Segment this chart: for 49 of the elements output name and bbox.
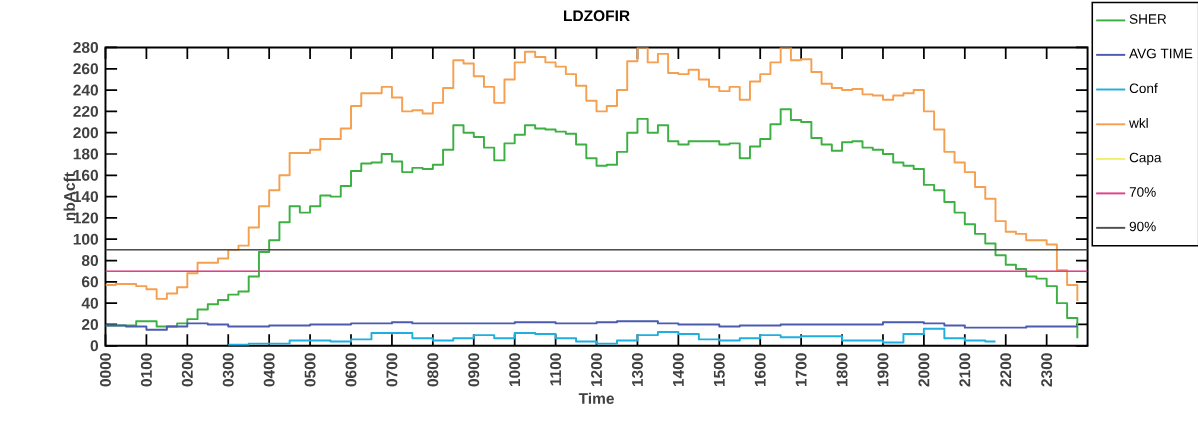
y-tick-label: 20 — [81, 318, 99, 330]
legend-label: SHER — [1129, 14, 1167, 24]
x-tick-label: 1900 — [877, 353, 889, 386]
x-tick-label: 1500 — [713, 353, 725, 386]
chart-title: LDZOFIR — [563, 10, 630, 22]
x-tick-label: 0400 — [263, 353, 275, 387]
y-tick-label: 80 — [81, 254, 99, 266]
x-tick-label: 0200 — [181, 353, 193, 387]
x-tick-label: 0800 — [427, 353, 439, 387]
y-tick-label: 40 — [81, 297, 99, 309]
legend-label: Conf — [1129, 82, 1158, 93]
x-tick-label: 0500 — [304, 353, 316, 387]
x-tick-label: 0100 — [140, 353, 152, 387]
x-tick-label: 1800 — [836, 353, 848, 386]
y-tick-label: 60 — [81, 276, 99, 288]
x-tick-label: 0300 — [222, 353, 234, 387]
x-tick-label: 1300 — [631, 353, 643, 386]
y-tick-label: 180 — [73, 148, 99, 160]
x-tick-label: 1400 — [672, 353, 684, 386]
y-tick-label: 100 — [73, 233, 99, 245]
legend-label: 70% — [1129, 187, 1156, 197]
x-tick-label: 0600 — [345, 353, 357, 387]
y-tick-label: 200 — [73, 127, 99, 139]
x-tick-label: 1000 — [509, 353, 521, 386]
y-tick-label: 280 — [73, 41, 99, 53]
y-tick-label: 220 — [73, 105, 99, 117]
x-tick-label: 1700 — [795, 353, 807, 386]
legend-label: Capa — [1129, 152, 1162, 165]
legend-label: AVG TIME — [1129, 48, 1193, 59]
y-tick-label: 140 — [73, 190, 99, 202]
x-tick-label: 0900 — [468, 353, 480, 387]
x-tick-label: 2100 — [959, 353, 971, 387]
x-tick-label: 2000 — [918, 353, 930, 387]
x-tick-label: 0000 — [100, 353, 111, 387]
legend-label: wkl — [1129, 117, 1148, 128]
x-axis-title: Time — [578, 392, 614, 404]
x-tick-label: 1100 — [550, 353, 562, 386]
x-tick-label: 0700 — [386, 353, 398, 387]
y-tick-label: 160 — [73, 169, 99, 181]
x-tick-label: 1600 — [754, 353, 766, 386]
y-axis-title: nbAcft — [63, 172, 75, 220]
y-tick-label: 260 — [73, 63, 99, 75]
x-tick-label: 2300 — [1041, 353, 1053, 387]
x-tick-label: 1200 — [591, 353, 603, 386]
y-tick-label: 240 — [73, 84, 99, 96]
y-tick-label: 120 — [73, 212, 99, 224]
x-tick-label: 2200 — [1000, 353, 1012, 387]
y-tick-label: 0 — [90, 340, 99, 352]
legend-label: 90% — [1129, 221, 1156, 232]
